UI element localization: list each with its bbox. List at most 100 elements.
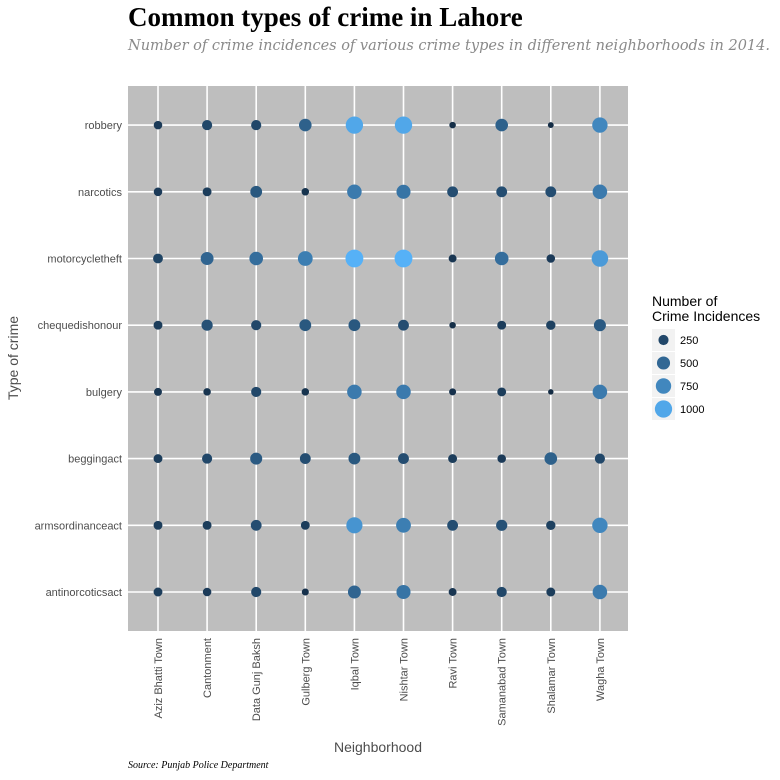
data-point — [546, 254, 556, 263]
data-point — [547, 122, 554, 129]
data-point — [347, 585, 361, 599]
y-tick-label: beggingact — [68, 454, 122, 466]
x-tick-label: Data Gunj Baksh — [251, 638, 263, 721]
data-point — [594, 453, 605, 464]
data-point — [347, 384, 362, 400]
x-tick-label: Cantonment — [202, 638, 214, 698]
data-point — [299, 453, 311, 465]
data-point — [592, 517, 608, 533]
data-point — [593, 319, 606, 332]
legend-label: 500 — [680, 358, 698, 370]
data-point — [591, 250, 609, 267]
chart-title: Common types of crime in Lahore — [128, 2, 523, 32]
data-point — [249, 251, 264, 266]
data-point — [396, 184, 411, 199]
data-point — [448, 254, 457, 263]
data-point — [496, 519, 508, 531]
data-point — [299, 118, 312, 132]
chart-subtitle: Number of crime incidences of various cr… — [128, 38, 770, 54]
data-point — [546, 587, 556, 597]
y-tick-label: armsordinanceact — [35, 520, 122, 532]
data-point — [250, 185, 263, 198]
data-point — [202, 587, 212, 597]
legend-title-line1: Number of — [652, 293, 718, 309]
data-point — [251, 320, 262, 331]
y-tick-label: robbery — [85, 120, 123, 132]
data-point — [201, 319, 213, 331]
x-tick-label: Wagha Town — [595, 638, 607, 701]
data-point — [398, 319, 409, 331]
source-note: Source: Punjab Police Department — [128, 760, 269, 771]
x-tick-label: Gulberg Town — [300, 638, 312, 706]
data-point — [448, 454, 458, 464]
data-point — [200, 252, 214, 265]
data-point — [396, 384, 411, 400]
data-point — [497, 320, 507, 330]
x-tick-label: Shalamar Town — [546, 638, 558, 714]
data-point — [153, 253, 163, 264]
data-point — [394, 116, 413, 134]
data-point — [202, 120, 213, 131]
data-point — [203, 388, 211, 396]
data-point — [394, 249, 413, 268]
data-point — [592, 384, 608, 400]
data-point — [449, 321, 456, 329]
data-point — [346, 517, 363, 534]
data-point — [494, 251, 509, 266]
x-tick-label: Samanabad Town — [497, 638, 509, 726]
data-point — [202, 453, 213, 464]
data-point — [251, 586, 262, 598]
data-point — [153, 187, 163, 197]
y-tick-label: antinorcoticsact — [46, 587, 122, 599]
data-point — [449, 388, 457, 396]
data-point — [202, 520, 212, 530]
data-point — [448, 588, 457, 596]
y-tick-label: narcotics — [78, 187, 123, 199]
data-point — [495, 118, 508, 132]
x-axis-label: Neighborhood — [334, 739, 422, 755]
plot-panel — [128, 86, 628, 631]
data-point — [447, 519, 459, 531]
data-point — [202, 187, 212, 197]
data-point — [153, 320, 163, 330]
data-point — [347, 184, 362, 200]
data-point — [545, 186, 557, 198]
data-point — [497, 454, 506, 463]
y-tick-label: bulgery — [86, 387, 123, 399]
data-point — [348, 319, 361, 332]
y-axis-label: Type of crime — [5, 316, 21, 400]
data-point — [396, 584, 411, 600]
data-point — [546, 520, 556, 530]
data-point — [544, 452, 558, 465]
data-point — [548, 389, 554, 395]
legend-title: Number of Crime Incidences — [652, 294, 760, 324]
legend-label: 250 — [680, 335, 698, 347]
legend-label: 750 — [680, 381, 698, 393]
data-point — [153, 587, 163, 597]
data-point — [297, 251, 313, 266]
data-point — [398, 453, 409, 465]
legend-symbol — [656, 356, 671, 370]
data-point — [300, 520, 310, 530]
legend-title-line2: Crime Incidences — [652, 308, 761, 324]
data-point — [301, 188, 310, 196]
data-point — [250, 452, 263, 465]
data-point — [396, 517, 411, 533]
y-tick-label: motorcycletheft — [47, 254, 122, 266]
data-point — [348, 452, 361, 465]
x-tick-label: Nishtar Town — [399, 638, 411, 701]
data-point — [592, 584, 608, 600]
data-point — [497, 387, 507, 397]
data-point — [592, 117, 608, 133]
x-tick-label: Ravi Town — [448, 638, 460, 689]
legend-symbol — [654, 400, 673, 418]
data-point — [301, 588, 309, 596]
data-point — [546, 320, 556, 330]
data-point — [250, 519, 262, 531]
data-point — [153, 120, 163, 130]
data-point — [251, 386, 262, 397]
data-point — [447, 186, 459, 198]
data-point — [592, 184, 608, 200]
data-point — [449, 121, 456, 129]
